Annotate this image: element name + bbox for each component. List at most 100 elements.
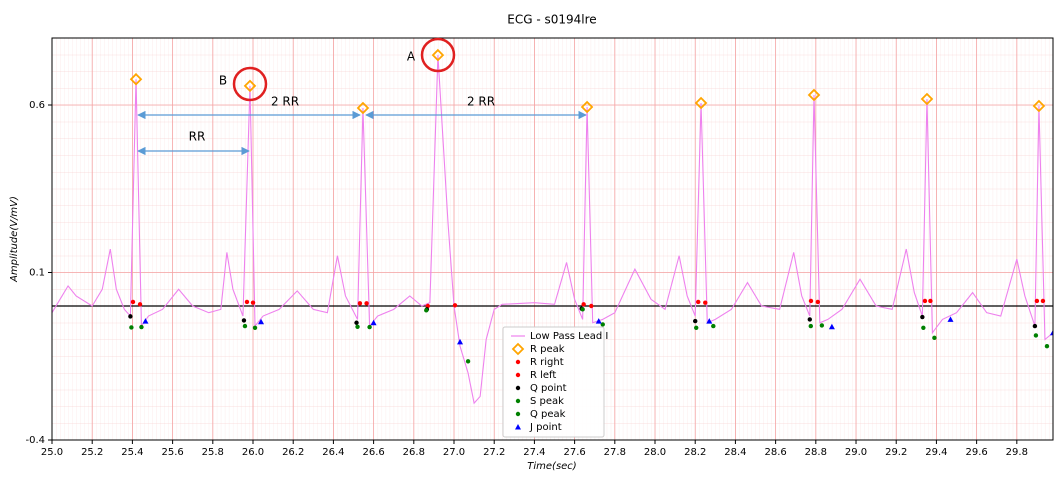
y-tick-label: 0.6 [29, 100, 45, 111]
x-tick-label: 25.2 [81, 447, 103, 458]
point-marker [807, 317, 812, 322]
point-marker [589, 303, 594, 309]
annotation: 2 RR [271, 95, 299, 109]
point-marker [922, 298, 928, 304]
j-point-marker [142, 318, 149, 324]
point-marker [425, 303, 431, 309]
x-tick-label: 26.6 [362, 447, 384, 458]
x-tick-label: 26.8 [403, 447, 425, 458]
point-marker [815, 299, 821, 305]
legend-swatch [515, 372, 521, 378]
point-marker [928, 298, 933, 304]
legend-swatch [511, 342, 525, 356]
point-marker [129, 325, 134, 330]
point-marker [452, 303, 458, 308]
j-point-marker [706, 318, 713, 324]
point-marker [465, 359, 471, 364]
y-tick-label: -0.4 [25, 435, 45, 446]
legend-swatch [515, 398, 521, 404]
annotation: 2 RR [467, 95, 495, 109]
legend-label: Q peak [530, 409, 566, 420]
legend-label: R left [530, 370, 556, 381]
point-marker [1044, 344, 1050, 349]
point-marker [920, 314, 925, 320]
point-marker [364, 301, 369, 306]
annotation: B [219, 74, 227, 88]
point-marker [424, 308, 429, 313]
annotation: A [407, 50, 416, 64]
point-marker [244, 299, 250, 305]
point-marker [1040, 298, 1046, 304]
x-tick-label: 28.6 [764, 447, 786, 458]
point-marker [711, 323, 716, 329]
legend-swatch [515, 424, 521, 430]
point-marker [693, 318, 698, 324]
j-point-marker [370, 319, 377, 326]
annotation: RR [189, 130, 206, 144]
x-tick-label: 27.6 [563, 447, 585, 458]
legend-label: R peak [530, 344, 565, 355]
point-marker [921, 325, 926, 330]
legend: Low Pass Lead I R peak R right R left Q poin… [502, 326, 608, 438]
x-tick-label: 25.8 [202, 447, 224, 458]
x-tick-label: 29.6 [965, 447, 987, 458]
y-tick-label: 0.1 [29, 268, 45, 279]
x-tick-label: 28.4 [724, 447, 746, 458]
x-tick-label: 27.0 [443, 447, 465, 458]
point-marker [355, 324, 360, 329]
point-marker [130, 299, 136, 305]
point-marker [581, 302, 586, 307]
r-peak-marker [1032, 99, 1046, 113]
x-tick-label: 29.4 [925, 447, 947, 458]
r-peak-marker [243, 79, 257, 93]
j-point-marker [828, 323, 835, 330]
ecg-trace [52, 55, 1053, 405]
r-peak-marker [920, 92, 934, 106]
x-axis-label: Time(sec) [527, 461, 576, 472]
point-marker [137, 302, 143, 307]
x-tick-label: 27.4 [523, 447, 545, 458]
r-peak-marker [580, 100, 594, 114]
legend-label: R right [530, 357, 564, 368]
point-marker [242, 323, 248, 329]
point-marker [694, 325, 699, 330]
legend-label: S peak [530, 396, 564, 407]
x-tick-label: 25.0 [41, 447, 63, 458]
highlight-circle [232, 66, 268, 102]
point-marker [252, 325, 258, 330]
legend-label: Q point [530, 383, 567, 394]
y-axis-label: Amplitude(V/mV) [9, 196, 20, 283]
x-tick-label: 28.8 [805, 447, 827, 458]
point-marker [808, 323, 813, 329]
annotations: A B 2 RR 2 RR RR [137, 37, 587, 156]
r-peak-marker [356, 101, 370, 115]
legend-swatch [515, 411, 521, 417]
point-marker [367, 324, 372, 330]
legend-swatch [515, 385, 521, 391]
point-marker [696, 299, 701, 305]
x-tick-label: 29.0 [845, 447, 867, 458]
point-marker [250, 300, 256, 305]
chart-title: ECG - s0194lre [507, 13, 596, 27]
point-marker [600, 322, 605, 327]
point-marker [128, 314, 133, 319]
r-peak-marker [431, 48, 445, 62]
point-marker [1034, 298, 1040, 304]
j-point-marker [947, 316, 954, 322]
legend-box [502, 326, 605, 438]
point-marker [932, 335, 937, 341]
legend-label: J point [529, 422, 562, 433]
r-peak-marker [129, 72, 143, 86]
x-tick-label: 28.2 [684, 447, 706, 458]
x-tick-label: 28.0 [644, 447, 666, 458]
highlight-circle [420, 37, 456, 73]
point-marker [819, 323, 825, 328]
point-marker [1033, 333, 1039, 338]
point-marker [1032, 323, 1038, 329]
point-marker [808, 298, 814, 304]
x-tick-label: 29.2 [885, 447, 907, 458]
point-marker [580, 307, 585, 312]
j-point-marker [595, 318, 602, 324]
point-marker [139, 324, 144, 330]
